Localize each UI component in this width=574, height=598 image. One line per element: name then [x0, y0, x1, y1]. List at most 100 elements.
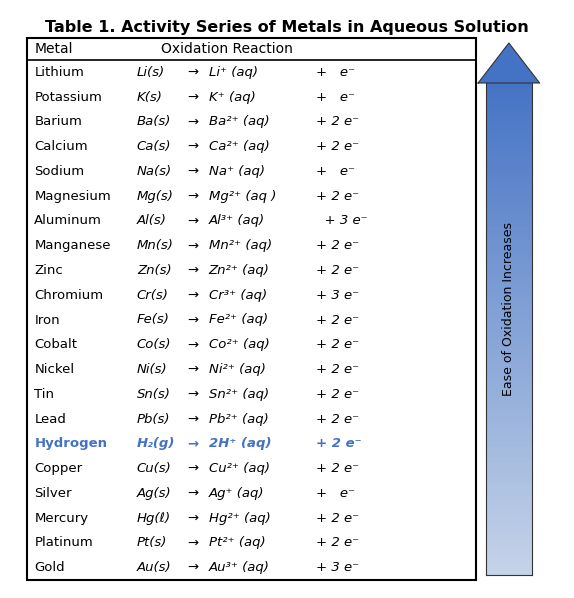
- Text: Cu²⁺ (aq): Cu²⁺ (aq): [209, 462, 270, 475]
- Text: Manganese: Manganese: [34, 239, 111, 252]
- Bar: [486, 472, 532, 477]
- Bar: [486, 83, 532, 88]
- Bar: [486, 511, 532, 516]
- Bar: [486, 368, 532, 373]
- Text: +   e⁻: + e⁻: [316, 165, 355, 178]
- Text: Hydrogen: Hydrogen: [34, 437, 107, 450]
- Bar: [486, 216, 532, 221]
- Text: + 2 e⁻: + 2 e⁻: [316, 413, 359, 426]
- Text: Co²⁺ (aq): Co²⁺ (aq): [209, 338, 269, 351]
- Text: Pb²⁺ (aq): Pb²⁺ (aq): [209, 413, 269, 426]
- Bar: [486, 236, 532, 240]
- Bar: [486, 275, 532, 280]
- Bar: [486, 93, 532, 97]
- Polygon shape: [478, 43, 540, 83]
- Text: Calcium: Calcium: [34, 140, 88, 153]
- Bar: [486, 462, 532, 467]
- Text: Nickel: Nickel: [34, 363, 75, 376]
- Bar: [486, 157, 532, 161]
- Text: Sodium: Sodium: [34, 165, 84, 178]
- Text: Silver: Silver: [34, 487, 72, 500]
- Text: Barium: Barium: [34, 115, 82, 129]
- Text: Hg²⁺ (aq): Hg²⁺ (aq): [209, 512, 270, 524]
- Text: Lead: Lead: [34, 413, 66, 426]
- Bar: [486, 127, 532, 132]
- Bar: [486, 152, 532, 157]
- Text: + 2 e⁻: + 2 e⁻: [316, 512, 359, 524]
- Bar: [486, 270, 532, 275]
- Text: Table 1. Activity Series of Metals in Aqueous Solution: Table 1. Activity Series of Metals in Aq…: [45, 20, 529, 35]
- Bar: [486, 556, 532, 560]
- Text: →: →: [187, 215, 199, 227]
- Text: +   e⁻: + e⁻: [316, 487, 355, 500]
- Text: + 2 e⁻: + 2 e⁻: [316, 264, 359, 277]
- Text: →: →: [187, 462, 199, 475]
- Bar: [486, 442, 532, 447]
- Bar: [486, 108, 532, 112]
- Bar: [486, 97, 532, 103]
- Text: Metal: Metal: [34, 42, 73, 56]
- Text: Ni²⁺ (aq): Ni²⁺ (aq): [209, 363, 266, 376]
- Bar: [486, 378, 532, 383]
- Bar: [486, 477, 532, 481]
- Text: →: →: [187, 338, 199, 351]
- Text: K(s): K(s): [137, 91, 163, 103]
- Text: →: →: [187, 165, 199, 178]
- Text: Cr(s): Cr(s): [137, 289, 169, 302]
- Text: Cr³⁺ (aq): Cr³⁺ (aq): [209, 289, 267, 302]
- Text: →: →: [187, 487, 199, 500]
- Text: Pt²⁺ (aq): Pt²⁺ (aq): [209, 536, 265, 550]
- Bar: [486, 295, 532, 300]
- Text: Li(s): Li(s): [137, 66, 165, 79]
- Bar: [486, 181, 532, 187]
- Text: Ag(s): Ag(s): [137, 487, 172, 500]
- Bar: [486, 550, 532, 556]
- Text: →: →: [187, 437, 199, 450]
- Text: + 2 e⁻: + 2 e⁻: [316, 338, 359, 351]
- Bar: [486, 545, 532, 550]
- Bar: [486, 496, 532, 501]
- Text: Ba²⁺ (aq): Ba²⁺ (aq): [209, 115, 269, 129]
- Text: Iron: Iron: [34, 313, 60, 327]
- Text: Al³⁺ (aq): Al³⁺ (aq): [209, 215, 265, 227]
- Bar: [486, 506, 532, 511]
- Bar: [486, 413, 532, 417]
- Bar: [486, 314, 532, 319]
- Text: Ca²⁺ (aq): Ca²⁺ (aq): [209, 140, 269, 153]
- Text: Cobalt: Cobalt: [34, 338, 77, 351]
- Text: + 3 e⁻: + 3 e⁻: [316, 215, 367, 227]
- Bar: [486, 132, 532, 137]
- Text: Fe(s): Fe(s): [137, 313, 170, 327]
- Bar: [486, 304, 532, 309]
- Bar: [486, 364, 532, 368]
- Text: →: →: [187, 313, 199, 327]
- Text: Magnesium: Magnesium: [34, 190, 111, 203]
- Bar: [486, 300, 532, 304]
- Bar: [486, 339, 532, 344]
- Text: Mg²⁺ (aq ): Mg²⁺ (aq ): [209, 190, 276, 203]
- Text: Mg(s): Mg(s): [137, 190, 174, 203]
- Bar: [486, 373, 532, 378]
- Text: Aluminum: Aluminum: [34, 215, 102, 227]
- Text: Fe²⁺ (aq): Fe²⁺ (aq): [209, 313, 268, 327]
- Bar: [486, 457, 532, 462]
- Text: Li⁺ (aq): Li⁺ (aq): [209, 66, 258, 79]
- Bar: [486, 570, 532, 575]
- Text: Lithium: Lithium: [34, 66, 84, 79]
- Text: Au(s): Au(s): [137, 561, 172, 574]
- Bar: [486, 309, 532, 314]
- Text: + 2 e⁻: + 2 e⁻: [316, 140, 359, 153]
- Bar: [486, 481, 532, 486]
- Text: Copper: Copper: [34, 462, 83, 475]
- Text: Pb(s): Pb(s): [137, 413, 170, 426]
- Text: Al(s): Al(s): [137, 215, 167, 227]
- Bar: [486, 137, 532, 142]
- Text: Ease of Oxidation Increases: Ease of Oxidation Increases: [502, 222, 515, 396]
- Text: Hg(ℓ): Hg(ℓ): [137, 512, 171, 524]
- Text: Co(s): Co(s): [137, 338, 172, 351]
- Bar: [486, 172, 532, 176]
- Bar: [486, 211, 532, 216]
- Text: + 2 e⁻: + 2 e⁻: [316, 437, 362, 450]
- Text: Cu(s): Cu(s): [137, 462, 172, 475]
- Text: Potassium: Potassium: [34, 91, 102, 103]
